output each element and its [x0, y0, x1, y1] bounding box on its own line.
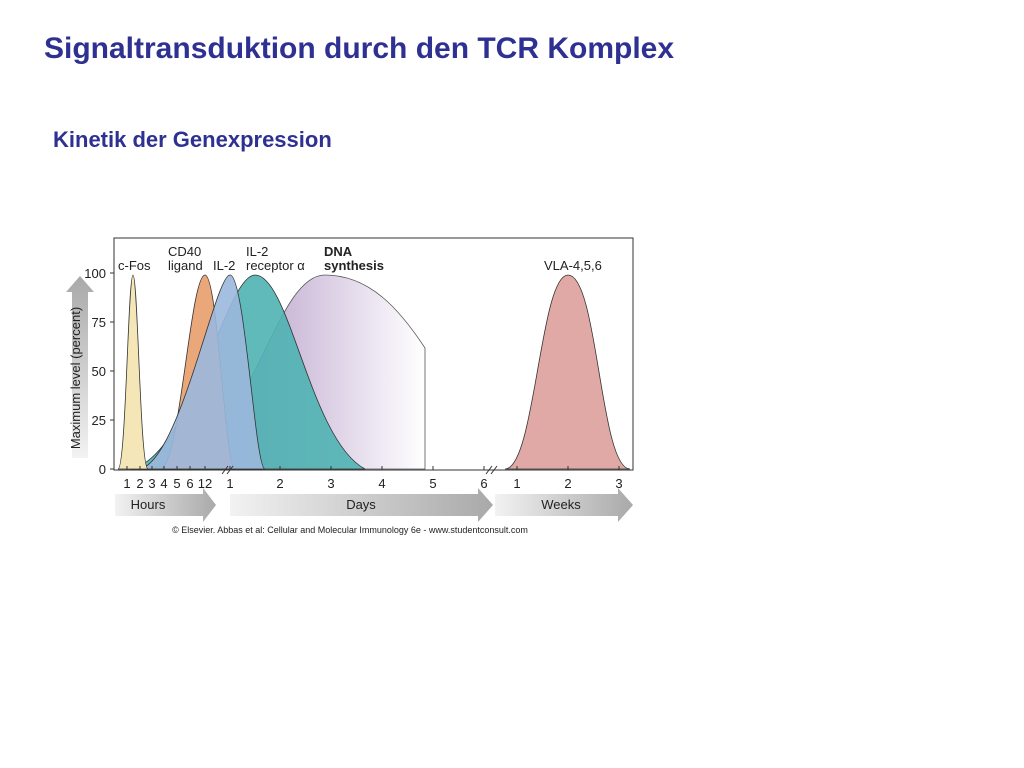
x-tick-label: 3 [327, 476, 334, 491]
x-tick-label: 3 [615, 476, 622, 491]
y-tick-label: 0 [99, 462, 106, 477]
x-tick-label: 3 [148, 476, 155, 491]
x-tick-label: 12 [198, 476, 212, 491]
time-band-label: Hours [131, 497, 166, 512]
x-tick-label: 2 [276, 476, 283, 491]
hours-arrow [115, 488, 216, 522]
x-tick-label: 1 [226, 476, 233, 491]
curve-label: CD40 [168, 244, 201, 259]
curve-label: c-Fos [118, 258, 151, 273]
x-tick-label: 4 [160, 476, 167, 491]
slide-subtitle: Kinetik der Genexpression [53, 127, 332, 152]
y-axis-label: Maximum level (percent) [68, 307, 83, 449]
curve-label: IL-2 [213, 258, 235, 273]
y-tick-label: 75 [92, 315, 106, 330]
x-tick-label: 4 [378, 476, 385, 491]
x-tick-label: 6 [480, 476, 487, 491]
y-tick-label: 50 [92, 364, 106, 379]
days-arrow [230, 488, 493, 522]
x-tick-label: 1 [513, 476, 520, 491]
curve-label: IL-2 [246, 244, 268, 259]
x-tick-label: 5 [173, 476, 180, 491]
slide-title: Signaltransduktion durch den TCR Komplex [44, 32, 675, 65]
il2-curve [139, 274, 266, 470]
credit: © Elsevier. Abbas et al: Cellular and Mo… [172, 525, 528, 535]
y-tick-label: 25 [92, 413, 106, 428]
x-tick-label: 2 [564, 476, 571, 491]
x-tick-label: 1 [123, 476, 130, 491]
cfos-curve [117, 274, 149, 470]
curve-label: receptor α [246, 258, 305, 273]
curve-label: synthesis [324, 258, 384, 273]
y-tick-label: 100 [84, 266, 106, 281]
x-tick-label: 6 [186, 476, 193, 491]
curve-label: ligand [168, 258, 203, 273]
x-tick-label: 5 [429, 476, 436, 491]
time-band-label: Days [346, 497, 376, 512]
curve-label: VLA-4,5,6 [544, 258, 602, 273]
curve-label: DNA [324, 244, 353, 259]
vla-curve [504, 274, 631, 470]
time-band-label: Weeks [541, 497, 581, 512]
x-tick-label: 2 [136, 476, 143, 491]
y-arrow [66, 276, 94, 458]
weeks-arrow [495, 488, 633, 522]
